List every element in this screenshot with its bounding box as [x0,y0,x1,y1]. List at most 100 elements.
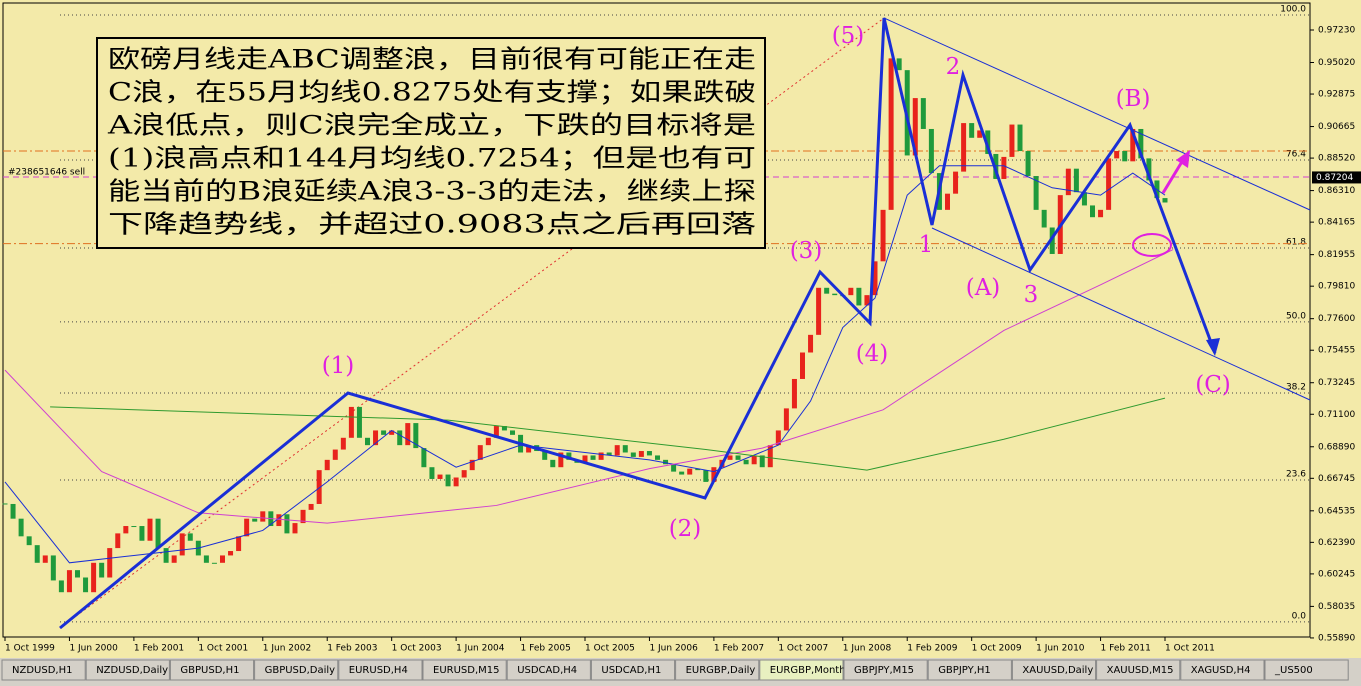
tab[interactable] [338,659,423,681]
candle [1001,156,1007,179]
arrow-head [1176,150,1190,168]
y-tick-label: 0.92875 [1318,90,1355,100]
tab[interactable] [590,659,676,681]
x-tick-label: 1 Jun 2002 [263,644,311,654]
fib-label: 61.8 [1286,237,1306,247]
candle [18,518,24,537]
candle [558,452,564,468]
candle [767,445,773,468]
y-tick-label: 0.66745 [1318,474,1355,484]
tab-label[interactable]: USDCAD,H1 [601,665,661,676]
tab-label[interactable]: EURGBP,Daily [686,665,756,676]
order-label: #238651646 sell [8,168,85,178]
tab-label[interactable]: NZDUSD,H1 [12,665,72,676]
candle [252,518,258,522]
candle [58,580,64,593]
x-tick-label: 1 Oct 2001 [198,644,248,654]
tab[interactable] [1096,659,1181,681]
candle [566,452,572,460]
x-tick-label: 1 Feb 2005 [521,644,571,654]
tab[interactable] [1264,659,1349,681]
tab[interactable] [1180,659,1265,681]
candle [131,526,137,528]
candle [526,445,532,453]
tab-label[interactable]: GBPJPY,H1 [938,665,991,676]
candle [469,459,475,471]
candle [727,455,733,460]
tab[interactable] [169,659,255,681]
y-tick-label: 0.68890 [1318,442,1355,452]
candle [348,406,354,438]
tab[interactable] [927,659,1012,681]
candle [373,430,379,446]
candle [292,523,298,534]
candle [880,209,886,262]
candle [461,470,467,478]
tab-label[interactable]: GBPJPY,M15 [854,665,914,676]
candle [477,445,483,460]
note-line: 下降趋势线，并超过0.9083点之后再回落 [108,210,756,239]
candle [155,518,161,549]
candle [332,449,338,460]
candle [284,514,290,534]
plot-frame [2,2,1311,638]
tab-label[interactable]: XAUUSD,Daily [1022,665,1093,676]
tab-label[interactable]: EURGBP,Monthly [770,665,855,676]
candle [928,128,934,174]
x-tick-label: 1 Feb 2009 [907,644,958,654]
candle [816,287,822,335]
support-circle [1132,233,1172,257]
y-tick-label: 0.88520 [1318,154,1355,164]
candle [1138,128,1144,159]
candle [228,551,234,556]
candle [1025,151,1031,177]
tab[interactable] [85,659,170,681]
candle [735,455,741,460]
x-tick-label: 1 Oct 2011 [1165,644,1215,654]
candle [711,467,717,482]
candle [413,423,419,449]
candle [953,171,959,194]
x-tick-label: 1 Oct 2003 [392,644,442,654]
tab[interactable] [843,659,928,681]
candle [791,378,797,409]
tab[interactable] [1,659,86,681]
fib-label: 76.4 [1286,150,1306,160]
candle [74,570,80,578]
candle [832,293,838,296]
tab-label[interactable]: XAUUSD,M15 [1107,665,1174,676]
y-tick-label: 0.73245 [1318,378,1355,388]
tab-label[interactable]: GBPUSD,Daily [265,665,336,676]
candle [324,459,330,471]
candle [969,123,975,138]
candle [1065,168,1071,196]
x-tick-label: 1 Oct 2005 [585,644,635,654]
tab[interactable] [1011,659,1097,681]
tab-label[interactable]: _US500 [1274,665,1313,676]
y-tick-label: 0.86310 [1318,186,1355,196]
note-line: (1)浪高点和144月均线0.7254；但是也有可 [108,144,756,173]
tab[interactable] [675,659,760,681]
tab-label[interactable]: USDCAD,H4 [517,665,577,676]
tab[interactable] [759,659,844,681]
candle [485,437,491,446]
tab-label[interactable]: XAGUSD,H4 [1191,665,1251,676]
tab[interactable] [422,659,507,681]
candle [977,130,983,138]
tab[interactable] [254,659,339,681]
candle [50,555,56,581]
candle [66,570,72,593]
candle [445,474,451,487]
tab-label[interactable]: EURUSD,H4 [349,665,408,676]
candle [34,545,40,563]
tab-label[interactable]: GBPUSD,H1 [180,665,239,676]
candle [743,459,749,465]
candle [590,455,596,460]
candle [622,445,628,453]
tab[interactable] [506,659,591,681]
tab-label[interactable]: NZDUSD,Daily [96,665,168,676]
tab-label[interactable]: EURUSD,M15 [433,665,499,676]
candle [920,98,926,129]
candle [211,562,217,564]
